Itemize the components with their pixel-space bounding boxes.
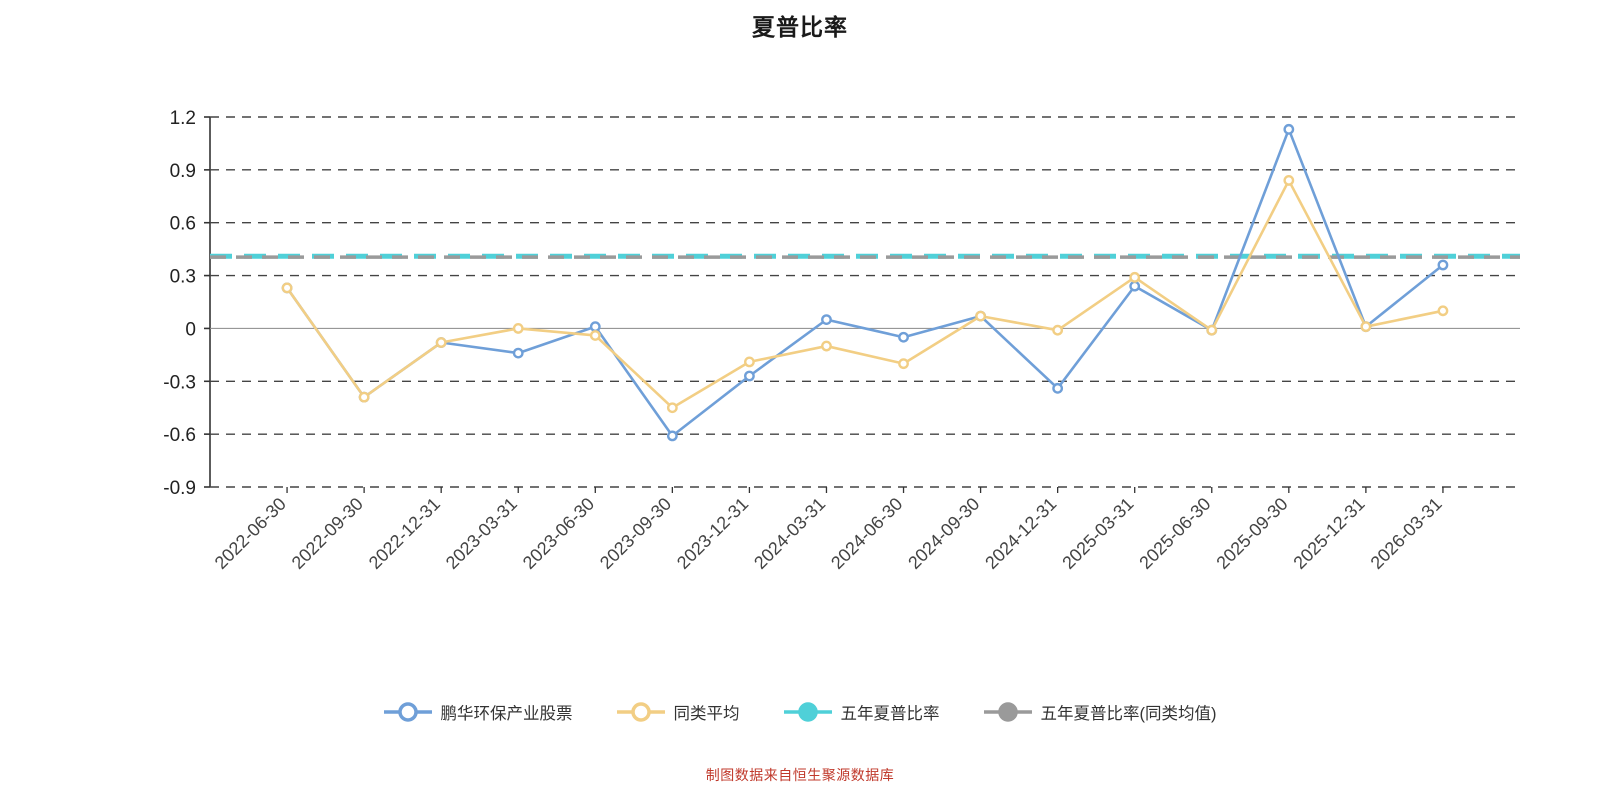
svg-text:2023-03-31: 2023-03-31 bbox=[442, 494, 521, 573]
svg-text:0: 0 bbox=[185, 319, 196, 340]
svg-text:2023-09-30: 2023-09-30 bbox=[596, 494, 675, 573]
svg-text:0.3: 0.3 bbox=[170, 267, 196, 288]
svg-text:2022-12-31: 2022-12-31 bbox=[365, 494, 444, 573]
svg-text:-0.3: -0.3 bbox=[163, 372, 196, 393]
x-axis-ticks: 2022-06-302022-09-302022-12-312023-03-31… bbox=[211, 487, 1446, 573]
legend-swatch-peer-average-icon bbox=[616, 702, 665, 722]
series-lines bbox=[285, 128, 1445, 438]
chart-title: 夏普比率 bbox=[752, 14, 848, 40]
legend-item-fund[interactable]: 鹏华环保产业股票 bbox=[383, 700, 573, 724]
svg-text:2024-12-31: 2024-12-31 bbox=[981, 494, 1060, 573]
svg-text:2024-09-30: 2024-09-30 bbox=[904, 494, 983, 573]
svg-text:0.9: 0.9 bbox=[170, 161, 196, 182]
legend-label-five-year-sharpe: 五年夏普比率 bbox=[840, 705, 940, 723]
svg-text:2026-03-31: 2026-03-31 bbox=[1367, 494, 1446, 573]
svg-text:2022-06-30: 2022-06-30 bbox=[211, 494, 290, 573]
svg-text:0.6: 0.6 bbox=[170, 214, 196, 235]
legend-swatch-five-year-sharpe-icon bbox=[783, 702, 832, 722]
svg-text:2025-03-31: 2025-03-31 bbox=[1058, 494, 1137, 573]
svg-text:2024-03-31: 2024-03-31 bbox=[750, 494, 829, 573]
legend-label-peer-average: 同类平均 bbox=[673, 705, 740, 723]
y-axis-ticks: 1.2 0.9 0.6 0.3 0 -0.3 -0.6 -0.9 bbox=[163, 108, 210, 499]
reference-lines bbox=[210, 253, 1520, 259]
svg-text:2023-12-31: 2023-12-31 bbox=[673, 494, 752, 573]
series-markers bbox=[281, 123, 1449, 442]
chart-legend: 鹏华环保产业股票 同类平均 五年夏普比率 五年夏普比率(同类均值) bbox=[0, 700, 1600, 724]
svg-text:2023-06-30: 2023-06-30 bbox=[519, 494, 598, 573]
legend-label-fund: 鹏华环保产业股票 bbox=[440, 705, 573, 723]
svg-text:2025-06-30: 2025-06-30 bbox=[1135, 494, 1214, 573]
legend-swatch-fund-icon bbox=[383, 702, 432, 722]
legend-label-five-year-sharpe-peer: 五年夏普比率(同类均值) bbox=[1040, 705, 1217, 723]
svg-text:1.2: 1.2 bbox=[170, 108, 196, 129]
svg-text:-0.6: -0.6 bbox=[163, 425, 196, 446]
svg-text:2025-12-31: 2025-12-31 bbox=[1289, 494, 1368, 573]
svg-text:-0.9: -0.9 bbox=[163, 478, 196, 499]
chart-plot-area: 1.20.90.60.30-0.3-0.6-0.9 2022-06-302022… bbox=[163, 108, 1520, 573]
gridlines bbox=[209, 116, 1520, 488]
legend-item-peer-average[interactable]: 同类平均 bbox=[616, 700, 740, 724]
legend-swatch-five-year-sharpe-peer-icon bbox=[983, 702, 1032, 722]
svg-text:2022-09-30: 2022-09-30 bbox=[288, 494, 367, 573]
svg-text:2025-09-30: 2025-09-30 bbox=[1212, 494, 1291, 573]
footer-note: 制图数据来自恒生聚源数据库 bbox=[705, 767, 895, 783]
legend-item-five-year-sharpe[interactable]: 五年夏普比率 bbox=[783, 700, 940, 724]
svg-text:2024-06-30: 2024-06-30 bbox=[827, 494, 906, 573]
legend-item-five-year-sharpe-peer[interactable]: 五年夏普比率(同类均值) bbox=[983, 700, 1217, 724]
